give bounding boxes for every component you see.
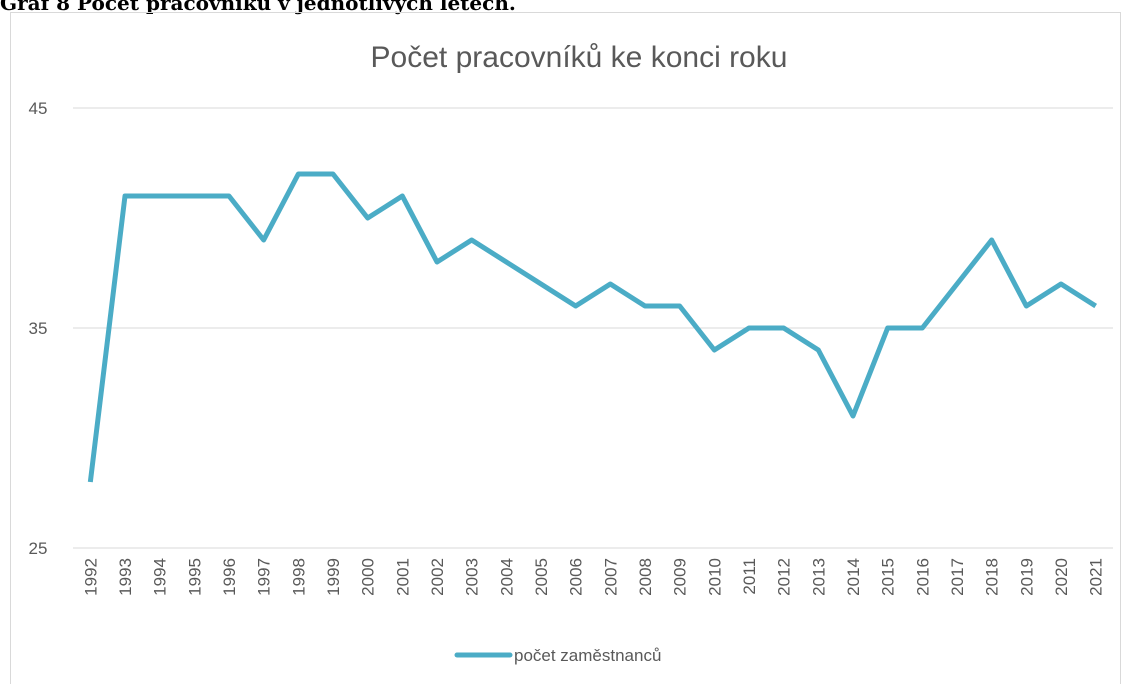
x-tick-label: 2004 <box>497 558 516 596</box>
x-tick-label: 1994 <box>151 558 170 596</box>
chart-title: Počet pracovníků ke konci roku <box>371 41 788 74</box>
x-tick-label: 2011 <box>740 558 759 595</box>
x-tick-label: 1992 <box>81 558 100 596</box>
x-tick-label: 2015 <box>879 558 898 596</box>
x-tick-label: 2007 <box>601 558 620 596</box>
x-tick-label: 2003 <box>463 558 482 596</box>
x-tick-label: 1993 <box>116 558 135 596</box>
x-tick-label: 2020 <box>1052 558 1071 596</box>
x-tick-label: 2006 <box>567 558 586 596</box>
x-tick-label: 2012 <box>775 558 794 596</box>
y-tick-label: 35 <box>29 319 48 338</box>
x-tick-label: 1996 <box>220 558 239 596</box>
x-tick-label: 2008 <box>636 558 655 596</box>
x-tick-label: 2000 <box>359 558 378 596</box>
x-tick-label: 1995 <box>185 558 204 596</box>
x-tick-label: 2018 <box>983 558 1002 596</box>
x-tick-label: 1997 <box>255 558 274 596</box>
legend-label: počet zaměstnanců <box>514 646 661 665</box>
x-tick-label: 2009 <box>671 558 690 596</box>
x-tick-label: 1998 <box>289 558 308 596</box>
x-tick-label: 2017 <box>948 558 967 596</box>
y-tick-label: 45 <box>29 99 48 118</box>
x-tick-label: 2001 <box>393 558 412 596</box>
x-tick-label: 2002 <box>428 558 447 596</box>
x-tick-label: 2014 <box>844 558 863 596</box>
chart-border <box>10 12 1121 689</box>
x-tick-label: 2005 <box>532 558 551 596</box>
caption: Graf 8 Počet pracovníků v jednotlivých l… <box>0 0 516 15</box>
line <box>87 171 1098 483</box>
x-tick-label: 2016 <box>913 558 932 596</box>
x-tick-label: 2019 <box>1017 558 1036 596</box>
x-tick-label: 1999 <box>324 558 343 596</box>
x-tick-label: 2013 <box>809 558 828 596</box>
y-tick-label: 25 <box>29 539 48 558</box>
x-tick-label: 2021 <box>1087 558 1106 596</box>
x-tick-label: 2010 <box>705 558 724 596</box>
